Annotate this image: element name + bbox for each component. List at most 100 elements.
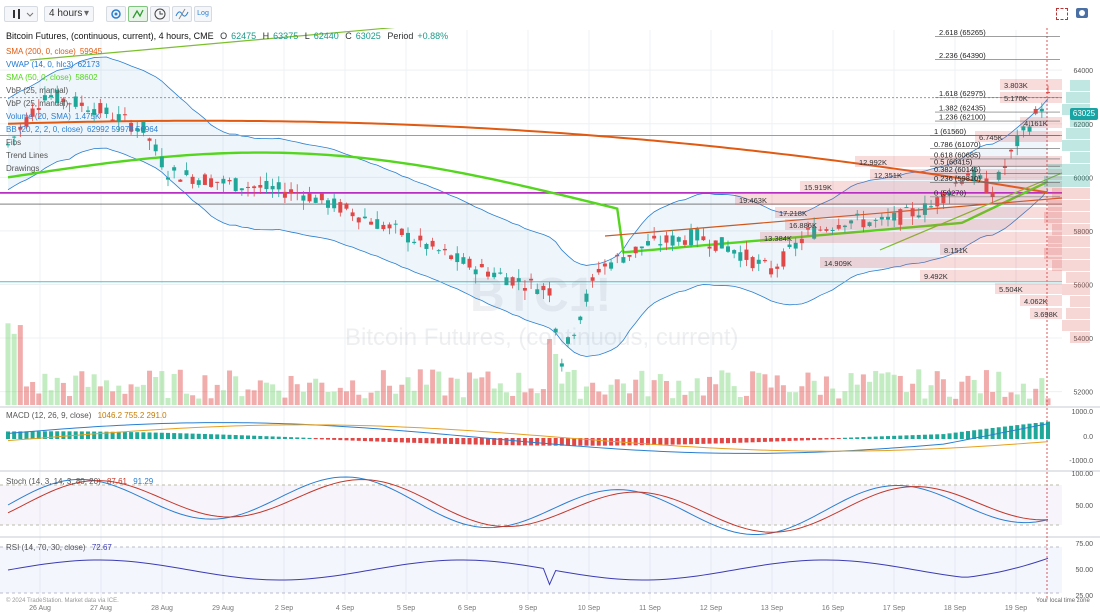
bars-icon[interactable]: [4, 6, 38, 22]
line-tool-icon[interactable]: [128, 6, 148, 22]
rsi-axis-tick: 25.00: [1075, 593, 1093, 600]
volume-bar: [183, 393, 189, 405]
candle-body: [929, 206, 934, 208]
indicator-row[interactable]: Trend Lines: [6, 149, 162, 162]
indicator-row[interactable]: VWAP (14, 0, hlc3) 62173: [6, 58, 162, 71]
candle-body: [596, 268, 601, 273]
macd-histogram-bar: [719, 438, 724, 444]
volume-bar: [700, 395, 706, 405]
open-value: 62475: [231, 31, 257, 41]
indicator-row[interactable]: Volume (20, SMA) 1.475K: [6, 110, 162, 123]
indicator-name: Drawings: [6, 164, 40, 173]
bollinger-upper: [7, 56, 1049, 266]
candle-body: [387, 224, 392, 229]
indicator-legend: SMA (200, 0, close) 59945 VWAP (14, 0, hlc…: [6, 45, 162, 175]
volume-bar: [171, 374, 177, 405]
bollinger-lower: [7, 147, 1049, 357]
high-value: 63375: [273, 31, 299, 41]
volume-bar: [688, 391, 694, 405]
indicator-name: SMA (50, 0, close): [6, 73, 72, 82]
volume-bar: [1045, 398, 1051, 405]
vbp-side-bar: [1052, 188, 1090, 199]
volume-bar: [1033, 388, 1039, 405]
macd-histogram-bar: [227, 434, 232, 439]
date-tick: 5 Sep: [397, 605, 415, 612]
macd-histogram-bar: [362, 438, 367, 442]
volume-bar: [787, 392, 793, 405]
gear-icon[interactable]: [106, 6, 126, 22]
indicator-row[interactable]: SMA (200, 0, close) 59945: [6, 45, 162, 58]
indicator-name: Trend Lines: [6, 151, 48, 160]
volume-bar: [282, 397, 288, 405]
volume-bar: [165, 397, 171, 405]
volume-bar: [873, 370, 879, 405]
camera-icon[interactable]: [1076, 8, 1088, 18]
candle-body: [984, 178, 989, 193]
candle-body: [621, 257, 626, 263]
candle-body: [239, 188, 244, 191]
log-button[interactable]: Log: [194, 6, 212, 22]
fib-label: 1.618 (62975): [939, 89, 986, 98]
indicator-row[interactable]: Fibs: [6, 136, 162, 149]
rsi-band: [0, 547, 1062, 593]
macd-histogram-bar: [104, 431, 109, 439]
volume-bar: [393, 393, 399, 405]
volume-bar: [36, 393, 42, 405]
magic-icon[interactable]: [172, 6, 192, 22]
candle-body: [227, 180, 232, 182]
volume-bar: [67, 396, 73, 405]
candle-body: [473, 269, 478, 275]
macd-histogram-bar: [830, 438, 835, 440]
date-tick: 16 Sep: [822, 605, 844, 612]
macd-histogram-bar: [442, 438, 447, 444]
indicator-row[interactable]: VbP (25, manual): [6, 84, 162, 97]
indicator-row[interactable]: VbP (25, manual): [6, 97, 162, 110]
date-tick: 4 Sep: [336, 605, 354, 612]
macd-histogram-bar: [24, 431, 29, 439]
volume-bar: [276, 390, 282, 405]
stoch-d-line: [7, 479, 1049, 533]
macd-histogram-bar: [98, 431, 103, 439]
candle-body: [861, 219, 866, 228]
volume-bar: [663, 380, 669, 405]
candle-body: [904, 207, 909, 209]
candle-body: [42, 95, 47, 101]
volume-bar: [596, 391, 602, 405]
fullscreen-icon[interactable]: [1056, 8, 1068, 20]
candle-body: [86, 110, 90, 112]
macd-histogram-bar: [818, 438, 823, 440]
volume-bar: [756, 372, 762, 405]
volume-bar: [676, 380, 682, 405]
candle-body: [6, 144, 10, 146]
volume-bar: [85, 386, 91, 405]
macd-histogram-bar: [510, 438, 515, 446]
indicator-row[interactable]: SMA (50, 0, close) 58602: [6, 71, 162, 84]
volume-bar: [251, 390, 257, 405]
macd-histogram-bar: [178, 433, 183, 439]
candle-body: [676, 237, 681, 242]
candle-body: [966, 173, 970, 176]
macd-histogram-bar: [652, 438, 657, 445]
candle-body: [572, 334, 577, 336]
volume-bar: [350, 380, 356, 405]
interval-select[interactable]: 4 hours ▾: [44, 6, 94, 22]
volume-bar: [140, 384, 146, 405]
candle-body: [566, 337, 570, 344]
clock-icon[interactable]: [150, 6, 170, 22]
candle-body: [516, 278, 521, 282]
volume-bar: [423, 384, 429, 405]
vbp-label: 19.463K: [739, 196, 767, 205]
indicator-row[interactable]: BB (20, 2, 2, 0, close) 62992 59978 56964: [6, 123, 162, 136]
volume-bar: [836, 398, 842, 405]
vbp-side-bar: [1070, 296, 1090, 307]
candle-body: [258, 185, 263, 188]
candle-body: [910, 208, 915, 217]
rsi-legend: RSI (14, 70, 30, close) 72.67: [6, 541, 116, 554]
macd-histogram-bar: [750, 438, 755, 443]
candle-body: [682, 240, 687, 245]
fib-label: 2.236 (64390): [939, 51, 986, 60]
indicator-row[interactable]: Drawings: [6, 162, 162, 175]
volume-bar: [928, 385, 934, 405]
vbp-side-bar: [1062, 320, 1090, 331]
